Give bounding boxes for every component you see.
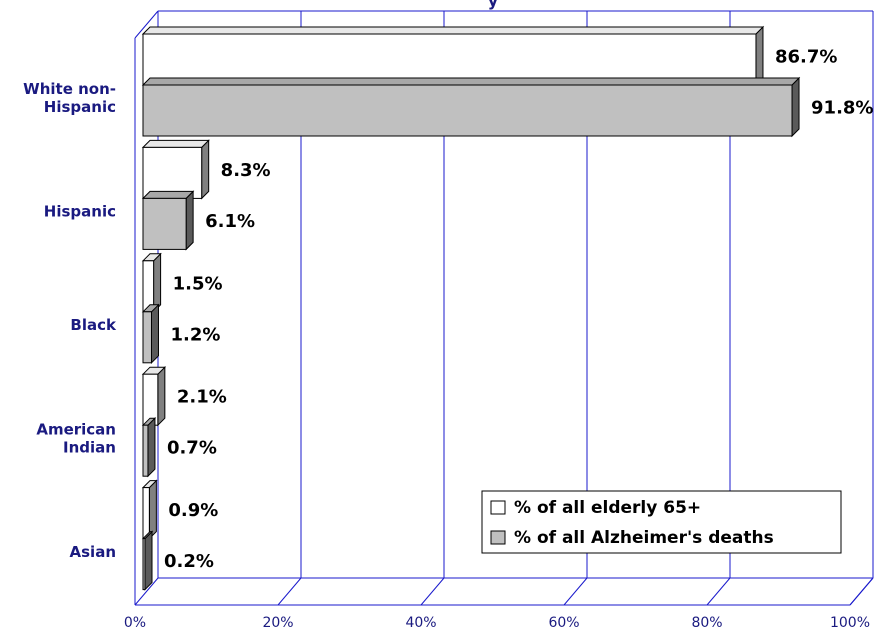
floor-gridline	[849, 577, 874, 606]
category-label: Asian	[70, 543, 116, 561]
data-label: 0.9%	[168, 500, 218, 521]
category-label: Hispanic	[44, 203, 116, 221]
data-label: 1.2%	[170, 324, 220, 345]
bar-top	[141, 190, 195, 199]
data-label: 0.2%	[164, 551, 214, 572]
data-label: 91.8%	[811, 98, 873, 119]
floor-gridline	[134, 577, 159, 606]
x-tick-label: 100%	[830, 615, 870, 631]
bar-side	[157, 365, 166, 427]
bar[interactable]	[142, 487, 150, 540]
legend-label: % of all elderly 65+	[514, 498, 701, 518]
bar-side	[153, 252, 162, 314]
bar[interactable]	[142, 146, 203, 199]
floor-gridline	[420, 577, 445, 606]
data-label: 86.7%	[775, 47, 837, 68]
bar-side	[148, 479, 157, 540]
legend-swatch	[490, 500, 506, 515]
bar-side	[791, 76, 800, 138]
floor-gridline	[563, 577, 588, 606]
bar-side	[147, 416, 156, 478]
bar-side	[755, 25, 764, 87]
x-tick-label: 0%	[124, 615, 146, 631]
legend-swatch	[490, 530, 506, 545]
bar[interactable]	[142, 538, 146, 591]
x-tick-label: 40%	[405, 615, 436, 631]
data-label: 8.3%	[221, 160, 271, 181]
data-label: 1.5%	[173, 273, 223, 294]
bar[interactable]	[142, 311, 152, 364]
chart-title-fragment: y	[488, 0, 499, 10]
category-label: White non-	[23, 80, 116, 98]
category-label: Hispanic	[44, 98, 116, 116]
floor-gridline	[277, 577, 302, 606]
bar[interactable]	[142, 424, 149, 477]
x-tick-label: 80%	[691, 615, 722, 631]
bar-side	[144, 530, 153, 591]
bar-top	[141, 77, 801, 86]
bar[interactable]	[142, 373, 159, 426]
bar[interactable]	[142, 197, 187, 250]
bar[interactable]	[142, 260, 155, 313]
bar[interactable]	[142, 33, 757, 86]
bar-top	[141, 26, 765, 35]
bar[interactable]	[142, 84, 793, 137]
floor-gridline	[706, 577, 731, 606]
legend-label: % of all Alzheimer's deaths	[514, 528, 774, 548]
category-label: Indian	[63, 438, 116, 456]
category-label: American	[36, 420, 116, 438]
bar-side	[201, 139, 210, 200]
side-wall-top-edge	[134, 10, 159, 39]
legend-box	[481, 490, 842, 554]
x-tick-label: 60%	[548, 615, 579, 631]
bar-top	[141, 139, 210, 148]
x-tick-label: 20%	[262, 615, 293, 631]
bar-side	[185, 190, 194, 251]
data-label: 6.1%	[205, 211, 255, 232]
data-label: 2.1%	[177, 387, 227, 408]
category-label: Black	[70, 316, 117, 334]
data-label: 0.7%	[167, 438, 217, 459]
bar-side	[150, 303, 159, 365]
